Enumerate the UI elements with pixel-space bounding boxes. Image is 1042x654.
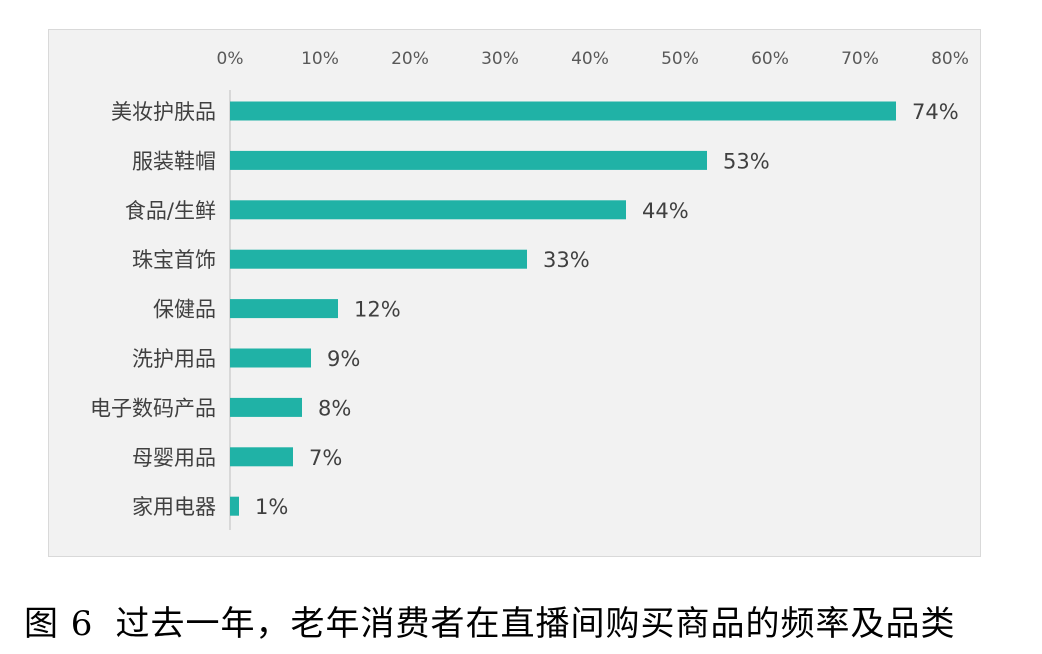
category-label: 母婴用品 <box>132 446 216 470</box>
figure-caption: 图 6 过去一年，老年消费者在直播间购买商品的频率及品类 <box>24 596 955 645</box>
chart-area: 0% 10% 20% 30% 40% 50% 60% 70% 80% 美妆护肤品 74% 服装鞋帽 53… <box>48 29 981 557</box>
bar <box>230 150 707 170</box>
x-tick-label: 80% <box>931 49 969 69</box>
bar <box>230 249 527 269</box>
category-label: 电子数码产品 <box>90 396 216 420</box>
category-label: 保健品 <box>153 298 216 322</box>
data-label: 74% <box>912 100 959 124</box>
data-label: 9% <box>327 347 360 371</box>
category-label: 食品/生鲜 <box>125 199 216 223</box>
figure-caption-text: 过去一年，老年消费者在直播间购买商品的频率及品类 <box>115 604 956 644</box>
data-label: 33% <box>543 248 590 272</box>
data-label: 12% <box>354 298 401 322</box>
x-tick-label: 20% <box>391 49 429 69</box>
bar <box>230 299 338 319</box>
data-label: 1% <box>255 495 288 519</box>
x-tick-label: 0% <box>217 49 244 69</box>
category-label: 珠宝首饰 <box>132 248 216 272</box>
x-tick-label: 40% <box>571 49 609 69</box>
x-tick-label: 30% <box>481 49 519 69</box>
bar <box>230 348 311 368</box>
x-tick-label: 50% <box>661 49 699 69</box>
bar <box>230 447 293 467</box>
category-label: 服装鞋帽 <box>132 149 216 173</box>
bar <box>230 397 302 417</box>
data-label: 44% <box>642 199 689 223</box>
data-label: 53% <box>723 149 770 173</box>
figure-number: 图 6 <box>24 604 94 644</box>
bar-chart: 0% 10% 20% 30% 40% 50% 60% 70% 80% 美妆护肤品 74% 服装鞋帽 53… <box>90 49 969 530</box>
x-tick-label: 10% <box>301 49 339 69</box>
category-label: 洗护用品 <box>132 347 216 371</box>
bar <box>230 101 896 121</box>
category-label: 美妆护肤品 <box>111 100 216 124</box>
x-tick-label: 60% <box>751 49 789 69</box>
category-label: 家用电器 <box>132 495 216 519</box>
x-tick-label: 70% <box>841 49 879 69</box>
data-label: 8% <box>318 396 351 420</box>
bar <box>230 200 626 220</box>
bar <box>230 496 239 516</box>
data-label: 7% <box>309 446 342 470</box>
